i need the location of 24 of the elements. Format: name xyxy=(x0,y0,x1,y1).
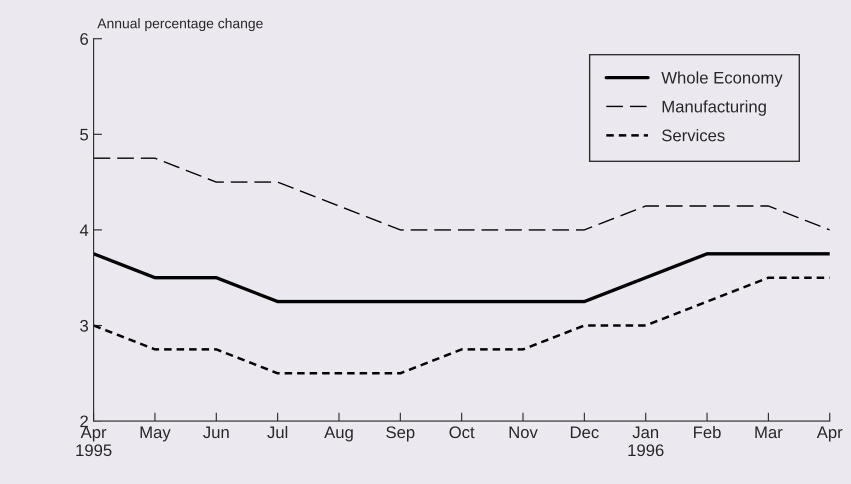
x-tick-label: Apr xyxy=(816,426,842,442)
y-tick-label: 2 xyxy=(80,415,88,428)
x-tick-label: Mar xyxy=(755,426,782,438)
x-tick-label: Aug xyxy=(324,426,353,442)
legend-label: Services xyxy=(662,129,725,142)
x-tick-label: Feb xyxy=(694,426,721,438)
x-tick-label: Sep xyxy=(386,426,414,442)
x-tick-label: Nov xyxy=(510,426,538,438)
y-tick-label: 5 xyxy=(80,128,88,141)
y-tick-label: 6 xyxy=(80,33,88,45)
line-series xyxy=(94,158,830,231)
x-tick-label: Jan 1996 xyxy=(628,426,664,456)
x-tick-label: Jul xyxy=(267,426,288,438)
y-tick-label: 3 xyxy=(80,320,88,332)
x-tick-label: Apr 1995 xyxy=(76,426,112,456)
x-tick-label: May xyxy=(140,426,171,442)
x-tick-label: Jun xyxy=(203,426,229,438)
y-tick-label: 4 xyxy=(80,224,88,236)
x-tick-label: Oct xyxy=(449,426,475,438)
legend-label: Manufacturing xyxy=(662,100,766,116)
line-series xyxy=(94,276,830,375)
y-axis-title: Annual percentage change xyxy=(97,18,263,32)
legend-label: Whole Economy xyxy=(661,71,783,87)
x-tick-label: Dec xyxy=(570,426,599,438)
